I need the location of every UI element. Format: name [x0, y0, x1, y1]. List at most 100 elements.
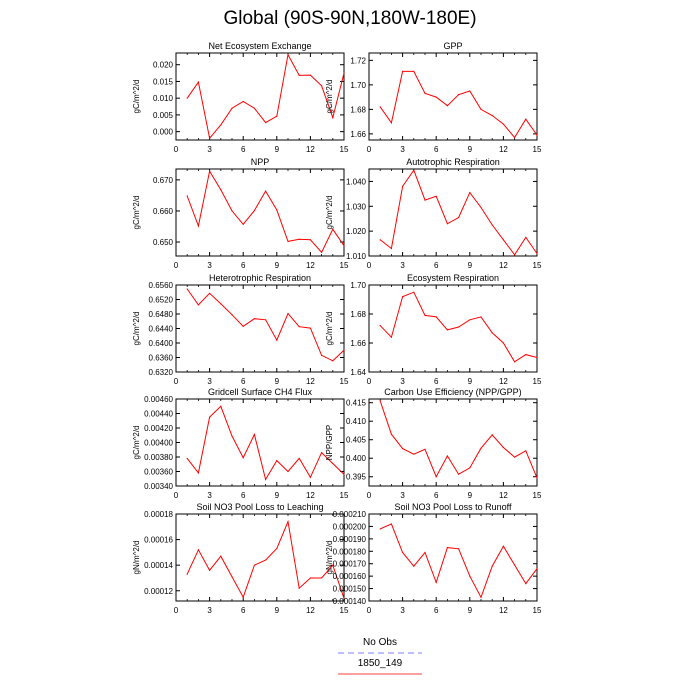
data-point [491, 224, 493, 226]
data-point [502, 446, 504, 449]
y-tick-label: 0.00460 [144, 395, 173, 404]
y-axis-label: gC/m^2/d [132, 80, 141, 114]
data-point [480, 108, 482, 110]
x-tick-label: 9 [468, 377, 473, 386]
data-point [265, 559, 267, 561]
data-point [321, 354, 323, 356]
y-tick-label: 0.000190 [333, 535, 367, 544]
x-tick-label: 6 [241, 145, 246, 154]
panel-5: Heterotrophic Respiration 0 3 6 9 12 15 0.6320 0… [132, 273, 349, 386]
series-line [186, 288, 345, 362]
data-point [446, 223, 448, 225]
y-tick-label: 0.410 [346, 417, 367, 426]
panel-3: NPP 0 3 6 9 12 15 0.650 0.660 0.670 gC/m^2/d [132, 157, 349, 270]
data-point [379, 325, 381, 327]
data-point [209, 292, 211, 294]
y-tick-label: 1.64 [350, 368, 366, 377]
data-point [231, 435, 233, 437]
y-tick-label: 0.6360 [149, 354, 174, 363]
x-tick-label: 0 [367, 261, 372, 270]
panel-title: Gridcell Surface CH4 Flux [208, 387, 313, 397]
data-point [265, 319, 267, 321]
x-tick-label: 15 [533, 261, 542, 270]
data-point [424, 448, 426, 450]
data-point [469, 575, 471, 577]
data-point [197, 472, 199, 474]
data-point [343, 349, 345, 351]
data-point [491, 434, 493, 436]
data-point [390, 122, 392, 124]
data-point [197, 225, 199, 227]
data-point [536, 134, 538, 136]
y-tick-label: 1.70 [350, 281, 366, 290]
y-tick-label: 0.000210 [333, 510, 367, 519]
y-tick-label: 0.415 [346, 399, 367, 408]
y-axis-label: gN/m^2/d [325, 541, 334, 575]
data-point [242, 325, 244, 327]
x-tick-label: 15 [533, 145, 542, 154]
x-tick-label: 6 [434, 606, 439, 615]
y-tick-label: 0.395 [346, 473, 367, 482]
y-tick-label: 0.660 [153, 207, 174, 216]
x-tick-label: 3 [207, 606, 212, 615]
x-tick-label: 0 [174, 491, 179, 500]
x-tick-label: 9 [275, 606, 280, 615]
y-tick-label: 0.6440 [149, 325, 174, 334]
data-point [402, 551, 404, 554]
plot-frame [175, 284, 345, 373]
y-tick-label: 1.040 [346, 177, 367, 186]
data-point [186, 97, 188, 99]
data-point [469, 467, 471, 469]
panel-title: Ecosystem Respiration [407, 273, 499, 283]
data-point [525, 354, 527, 356]
y-tick-label: 0.6320 [149, 368, 174, 377]
data-point [220, 189, 222, 191]
data-point [220, 555, 222, 557]
series-line [186, 53, 345, 140]
data-point [186, 195, 188, 197]
panel-7: Gridcell Surface CH4 Flux 0 3 6 9 12 15 0.00340… [132, 387, 349, 500]
y-tick-label: 1.68 [350, 105, 366, 114]
data-point [413, 70, 415, 72]
x-tick-label: 12 [306, 377, 315, 386]
data-point [435, 316, 437, 318]
data-point [424, 92, 426, 95]
data-point [536, 477, 538, 479]
data-point [309, 74, 311, 76]
x-tick-label: 9 [468, 261, 473, 270]
data-point [402, 448, 404, 450]
data-point [321, 452, 323, 454]
y-tick-label: 0.00420 [144, 424, 173, 433]
plot-frame [368, 398, 538, 487]
data-point [276, 209, 278, 211]
y-tick-label: 0.400 [346, 454, 367, 463]
data-point [287, 313, 289, 315]
data-point [525, 118, 527, 120]
x-tick-label: 6 [434, 145, 439, 154]
data-point [231, 576, 233, 578]
series-line [379, 169, 538, 256]
x-tick-label: 6 [241, 377, 246, 386]
panel-1: Net Ecosystem Exchange 0 3 6 9 12 15 0.000 0.005… [132, 41, 349, 154]
y-tick-label: 1.68 [350, 310, 366, 319]
data-point [343, 597, 345, 600]
data-point [379, 106, 381, 108]
y-tick-label: 0.00340 [144, 482, 173, 491]
data-point [242, 100, 244, 103]
data-point [332, 360, 334, 362]
data-point [287, 470, 289, 473]
plot-frame [368, 52, 538, 141]
y-axis-label: gC/m^2/d [132, 426, 141, 460]
data-point [491, 332, 493, 334]
data-point [402, 185, 404, 187]
data-point [446, 546, 448, 549]
y-tick-label: 0.000170 [333, 560, 367, 569]
data-point [514, 254, 516, 256]
data-point [458, 473, 460, 475]
y-tick-label: 1.72 [350, 56, 366, 65]
data-point [298, 238, 300, 240]
